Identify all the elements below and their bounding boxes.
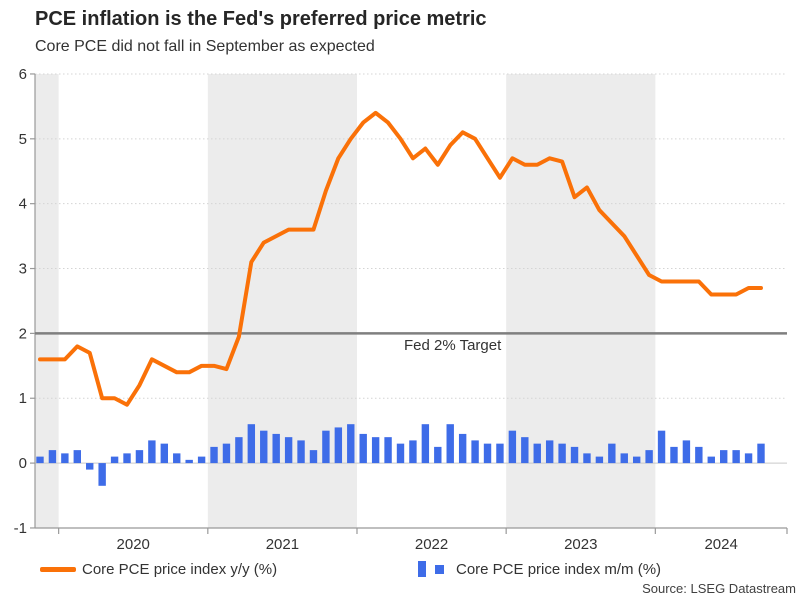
bar-mom bbox=[185, 459, 193, 464]
bar-mom bbox=[297, 440, 305, 464]
bar-mom bbox=[545, 440, 554, 464]
y-axis-tick-label: -1 bbox=[14, 520, 27, 537]
bar-mom bbox=[260, 430, 268, 464]
x-axis-year-label: 2021 bbox=[266, 536, 299, 553]
legend: Core PCE price index y/y (%) Core PCE pr… bbox=[0, 558, 801, 580]
bar-mom bbox=[645, 450, 653, 464]
bar-mom bbox=[695, 446, 703, 464]
bar-mom bbox=[471, 440, 479, 464]
bar-mom bbox=[496, 443, 504, 464]
bar-mom bbox=[222, 443, 231, 464]
bar-mom bbox=[359, 433, 367, 464]
y-axis-tick-label: 3 bbox=[19, 261, 27, 278]
bar-mom bbox=[720, 450, 728, 464]
bar-mom bbox=[707, 456, 715, 464]
legend-item-yoy: Core PCE price index y/y (%) bbox=[40, 558, 277, 580]
bar-mom bbox=[73, 450, 81, 464]
year-shaded-band bbox=[207, 74, 357, 528]
bar-mom bbox=[583, 453, 591, 464]
bar-mom bbox=[384, 437, 392, 464]
bar-mom bbox=[434, 446, 442, 464]
y-axis-tick-label: 0 bbox=[19, 455, 27, 472]
bar-mom bbox=[210, 446, 218, 464]
target-line-label: Fed 2% Target bbox=[404, 337, 502, 354]
bar-mom bbox=[309, 450, 318, 464]
legend-label-yoy: Core PCE price index y/y (%) bbox=[82, 560, 278, 578]
bar-mom bbox=[284, 437, 293, 464]
x-axis-year-label: 2024 bbox=[704, 536, 737, 553]
bar-mom bbox=[757, 443, 765, 464]
chart-subtitle: Core PCE did not fall in September as ex… bbox=[35, 38, 375, 55]
bar-mom bbox=[632, 456, 641, 464]
bar-mom bbox=[483, 443, 492, 464]
bar-mom bbox=[732, 450, 740, 464]
bar-mom bbox=[197, 456, 206, 464]
bar-mom bbox=[533, 443, 541, 464]
bar-mom bbox=[148, 440, 156, 464]
bar-mom bbox=[508, 430, 517, 464]
bar-mom bbox=[657, 430, 666, 464]
bar-mom bbox=[446, 424, 454, 464]
y-axis-tick-label: 2 bbox=[19, 325, 27, 342]
bar-mom bbox=[371, 437, 380, 464]
line-series-swatch-icon bbox=[40, 566, 76, 572]
legend-label-mom: Core PCE price index m/m (%) bbox=[456, 560, 662, 578]
bar-mom bbox=[558, 443, 566, 464]
bar-mom bbox=[570, 446, 579, 464]
year-shaded-band bbox=[35, 74, 59, 528]
bar-mom bbox=[682, 440, 691, 464]
bar-mom bbox=[272, 433, 280, 464]
bar-mom bbox=[98, 463, 106, 486]
bar-mom bbox=[247, 424, 256, 464]
bar-mom bbox=[521, 437, 529, 464]
year-shaded-band bbox=[506, 74, 656, 528]
bar-series-swatch-icon bbox=[418, 561, 444, 577]
bar-mom bbox=[421, 424, 430, 464]
bar-mom bbox=[670, 446, 678, 464]
bar-mom bbox=[347, 424, 355, 464]
bar-mom bbox=[458, 433, 467, 464]
y-axis-tick-label: 5 bbox=[19, 131, 27, 148]
bar-mom bbox=[86, 463, 94, 470]
bar-mom bbox=[61, 453, 69, 464]
legend-item-mom: Core PCE price index m/m (%) bbox=[418, 558, 661, 580]
bar-mom bbox=[160, 443, 169, 464]
x-axis-year-label: 2023 bbox=[564, 536, 597, 553]
bar-mom bbox=[744, 453, 753, 464]
bar-mom bbox=[173, 453, 181, 464]
bar-mom bbox=[334, 427, 343, 464]
bar-mom bbox=[595, 456, 604, 464]
bar-mom bbox=[396, 443, 405, 464]
bar-mom bbox=[123, 453, 131, 464]
bar-mom bbox=[36, 456, 44, 464]
bar-mom bbox=[620, 453, 628, 464]
source-credit: Source: LSEG Datastream bbox=[642, 581, 796, 596]
x-axis-year-label: 2022 bbox=[415, 536, 448, 553]
x-axis-year-label: 2020 bbox=[117, 536, 150, 553]
y-axis-tick-label: 1 bbox=[19, 390, 27, 407]
bar-mom bbox=[608, 443, 616, 464]
bar-mom bbox=[135, 450, 144, 464]
line-yoy bbox=[38, 110, 763, 407]
bar-mom bbox=[48, 450, 57, 464]
y-axis-tick-label: 4 bbox=[19, 196, 27, 213]
bar-mom bbox=[322, 430, 330, 464]
bar-mom bbox=[110, 456, 119, 464]
bar-mom bbox=[235, 437, 243, 464]
y-axis-tick-label: 6 bbox=[19, 66, 27, 83]
chart-title: PCE inflation is the Fed's preferred pri… bbox=[35, 8, 487, 30]
bar-mom bbox=[409, 440, 417, 464]
